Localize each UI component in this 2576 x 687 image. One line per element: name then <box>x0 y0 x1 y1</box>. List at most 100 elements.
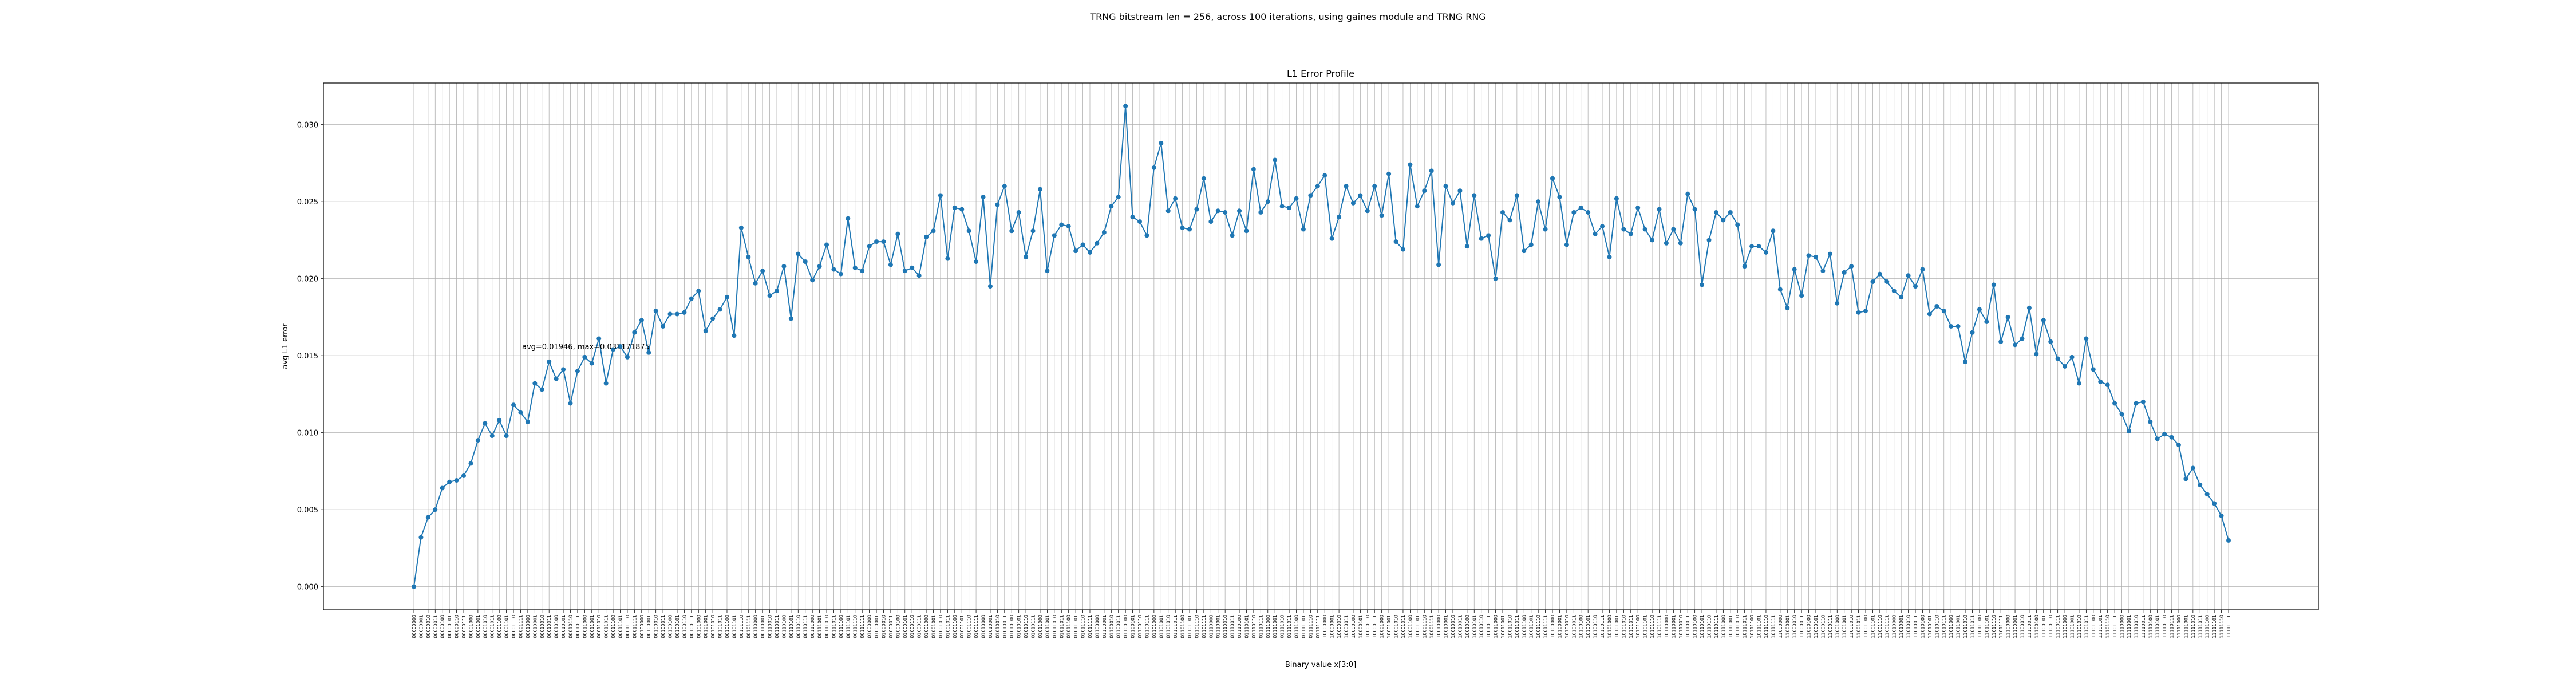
data-point <box>874 239 879 244</box>
x-tick-label: 11111000 <box>2176 615 2182 638</box>
data-point <box>1059 222 1064 227</box>
x-tick-label: 00010111 <box>575 615 580 638</box>
x-tick-label: 01001000 <box>924 615 929 638</box>
data-point <box>497 418 502 423</box>
x-tick-label: 00101001 <box>704 615 709 638</box>
x-tick-label: 11110111 <box>2170 615 2175 638</box>
x-tick-label: 11100010 <box>2020 615 2025 638</box>
data-point <box>625 354 630 360</box>
data-point <box>1279 204 1285 209</box>
data-point <box>775 289 779 294</box>
data-point <box>1479 236 1484 241</box>
data-point <box>1777 287 1783 292</box>
data-point <box>1600 224 1605 229</box>
data-point <box>2048 339 2053 344</box>
plot-frame <box>323 82 2319 610</box>
x-tick-label: 01001101 <box>959 615 965 638</box>
data-point <box>2076 381 2081 386</box>
x-tick-label: 00001011 <box>490 615 495 638</box>
x-tick-label: 10110110 <box>1707 615 1712 638</box>
data-point <box>603 381 609 386</box>
data-point <box>575 369 580 374</box>
x-tick-label: 10110000 <box>1664 615 1669 638</box>
data-point <box>1955 324 1961 329</box>
x-tick-label: 11001110 <box>1878 615 1883 638</box>
data-point <box>938 193 943 198</box>
x-tick-label: 11110001 <box>2127 615 2132 638</box>
x-tick-label: 01101111 <box>1202 615 1207 638</box>
x-tick-label: 10100010 <box>1564 615 1570 638</box>
data-point <box>1500 210 1505 215</box>
data-point <box>810 278 815 283</box>
data-point <box>1536 199 1541 204</box>
x-tick-label: 00110010 <box>768 615 773 638</box>
data-point <box>1258 210 1263 215</box>
data-point <box>1287 205 1292 210</box>
x-axis-label: Binary value x[3:0] <box>1285 661 1356 669</box>
x-tick-label: 11101001 <box>2070 615 2075 638</box>
x-tick-label: 11111010 <box>2191 615 2196 638</box>
data-point <box>1329 236 1334 241</box>
data-point <box>710 316 716 321</box>
series-line <box>413 106 2229 587</box>
x-tick-label: 10111101 <box>1757 615 1762 638</box>
data-point <box>1614 196 1619 201</box>
data-point <box>2198 483 2203 488</box>
data-point <box>689 296 694 301</box>
x-tick-label: 00000000 <box>412 615 417 638</box>
x-tick-label: 11000101 <box>1814 615 1819 638</box>
x-tick-label: 10100000 <box>1550 615 1555 638</box>
x-tick-label: 10000100 <box>1351 615 1356 638</box>
x-tick-label: 01001100 <box>953 615 958 638</box>
data-point <box>1713 210 1718 215</box>
data-point <box>987 284 993 289</box>
data-point <box>1692 207 1697 212</box>
data-point <box>931 228 936 234</box>
x-tick-label: 10110100 <box>1693 615 1698 638</box>
x-tick-label: 01010011 <box>1002 615 1008 638</box>
x-tick-label: 00110011 <box>775 615 780 638</box>
data-point <box>1116 195 1121 200</box>
series-points <box>412 104 2231 589</box>
data-point <box>1721 218 1726 223</box>
data-point <box>1856 310 1861 315</box>
x-tick-label: 10101011 <box>1629 615 1634 638</box>
data-point <box>475 438 480 443</box>
data-point <box>1393 239 1398 244</box>
data-point <box>952 205 957 210</box>
x-tick-label: 01110111 <box>1258 615 1263 638</box>
data-point <box>1742 264 1747 269</box>
data-point <box>1386 171 1392 176</box>
data-point <box>703 329 708 334</box>
x-tick-label: 10010010 <box>1451 615 1456 638</box>
data-point <box>1920 267 1925 272</box>
x-tick-label: 10010111 <box>1486 615 1491 638</box>
data-point <box>1763 250 1768 255</box>
x-tick-label: 11111001 <box>2183 615 2188 638</box>
data-point <box>1657 207 1662 212</box>
x-tick-label: 00001010 <box>483 615 488 638</box>
x-tick-label: 01011101 <box>1073 615 1078 638</box>
x-tick-label: 01110000 <box>1208 615 1214 638</box>
data-point <box>1749 244 1755 249</box>
data-point <box>1756 244 1761 249</box>
data-point <box>1514 193 1519 198</box>
data-point <box>1642 227 1647 232</box>
data-point <box>1650 238 1655 243</box>
data-point <box>582 354 587 360</box>
data-point <box>1827 251 1832 256</box>
x-tick-label: 10011110 <box>1536 615 1541 638</box>
y-axis-label: avg L1 error <box>281 323 290 369</box>
data-point <box>1792 267 1797 272</box>
data-point <box>2034 352 2039 357</box>
x-tick-label: 00001000 <box>468 615 473 638</box>
x-tick-label: 01011011 <box>1059 615 1064 638</box>
data-point <box>1208 219 1214 224</box>
chart-title: L1 Error Profile <box>1287 68 1354 79</box>
x-tick-label: 00010100 <box>554 615 559 638</box>
x-tick-label: 10100101 <box>1586 615 1591 638</box>
data-point <box>2140 399 2146 404</box>
x-tick-label: 01111111 <box>1315 615 1321 638</box>
x-tick-label: 00011000 <box>582 615 587 638</box>
data-point <box>1379 213 1384 218</box>
